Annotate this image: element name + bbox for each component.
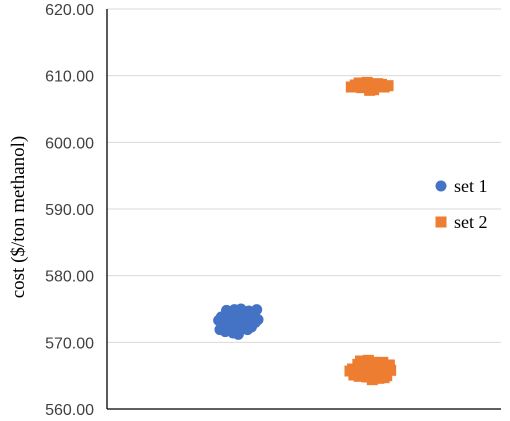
y-tick-label: 600.00: [45, 135, 94, 152]
y-tick-label: 610.00: [45, 69, 94, 86]
legend: set 1 set 2: [435, 176, 488, 232]
point-series-2: [369, 366, 381, 378]
point-series-1: [223, 316, 235, 328]
point-series-2: [360, 366, 372, 378]
y-tick-label: 580.00: [45, 269, 94, 286]
legend-marker-2: [435, 216, 447, 228]
point-series-2: [370, 360, 382, 372]
point-series-2: [366, 374, 378, 386]
point-series-1: [228, 304, 240, 316]
legend-label-2: set 2: [454, 212, 488, 232]
point-series-1: [240, 313, 252, 325]
point-series-1: [214, 324, 226, 336]
point-series-2: [382, 80, 394, 92]
data-points: [213, 76, 397, 386]
axes: [106, 9, 501, 410]
y-axis-label: cost ($/ton methanol): [8, 136, 29, 299]
point-series-2: [344, 365, 356, 377]
point-series-2: [345, 81, 357, 93]
point-series-2: [364, 84, 376, 96]
point-series-2: [361, 76, 373, 88]
point-series-1: [236, 323, 248, 335]
point-series-2: [362, 354, 374, 366]
point-series-1: [252, 314, 264, 326]
legend-marker-1: [435, 180, 447, 192]
y-tick-labels: 560.00 570.00 580.00 590.00 600.00 610.00 620.…: [45, 2, 94, 419]
grid: [107, 8, 501, 343]
y-tick-label: 590.00: [45, 202, 94, 219]
point-series-2: [385, 364, 397, 376]
y-tick-label: 620.00: [45, 2, 94, 19]
point-series-2: [353, 77, 365, 89]
point-series-2: [377, 356, 389, 368]
point-series-2: [354, 355, 366, 367]
point-series-1: [213, 314, 225, 326]
y-tick-label: 560.00: [45, 402, 94, 419]
y-tick-label: 570.00: [45, 335, 94, 352]
point-series-2: [375, 78, 387, 90]
legend-label-1: set 1: [454, 176, 488, 196]
point-series-2: [378, 372, 390, 384]
point-series-1: [221, 304, 233, 316]
